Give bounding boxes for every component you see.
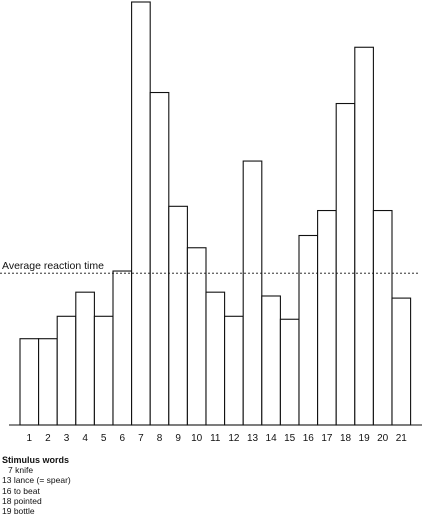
bar-2	[38, 338, 58, 426]
x-tick-label: 13	[247, 433, 259, 444]
x-tick-label: 3	[64, 433, 70, 444]
legend-item: 18 pointed	[2, 495, 42, 506]
bar-4	[75, 291, 95, 426]
x-tick-label: 6	[120, 433, 126, 444]
bar-5	[93, 315, 114, 426]
x-tick-label: 14	[266, 433, 278, 444]
x-tick-label: 18	[340, 433, 352, 444]
legend-item: 19 bottle	[2, 506, 35, 517]
bar-10	[186, 247, 207, 426]
x-tick-label: 2	[45, 433, 51, 444]
bar-13	[242, 160, 263, 426]
bar-14	[261, 295, 281, 426]
x-tick-label: 1	[27, 433, 33, 444]
x-tick-label: 15	[284, 433, 296, 444]
bar-18	[335, 102, 356, 426]
x-tick-label: 21	[396, 433, 408, 444]
bar-6	[112, 270, 133, 426]
bar-20	[372, 209, 393, 426]
legend-item: 13 lance (= spear)	[2, 475, 71, 486]
x-tick-label: 7	[138, 433, 144, 444]
bar-15	[279, 318, 300, 426]
bar-11	[205, 291, 226, 426]
legend-title: Stimulus words	[2, 455, 70, 465]
x-tick-label: 10	[191, 433, 203, 444]
bar-19	[354, 46, 374, 426]
x-tick-label: 19	[359, 433, 371, 444]
reaction-time-bar-chart: Average reaction time 1 2 3 4 5 6 7 8 9 10 11 12 13 1…	[0, 1, 422, 444]
bar-1	[19, 338, 40, 426]
x-tick-label: 8	[157, 433, 163, 444]
x-tick-label: 9	[175, 433, 181, 444]
average-reaction-time-label: Average reaction time	[2, 260, 104, 272]
bar-12	[224, 315, 244, 426]
bar-9	[168, 205, 188, 426]
legend-item: 16 to beat	[2, 485, 40, 496]
stimulus-words-legend: Stimulus words 7 knife 13 lance (= spear…	[2, 455, 71, 516]
bar-7	[131, 1, 151, 426]
x-tick-label: 20	[377, 433, 389, 444]
legend-item: 7 knife	[8, 465, 34, 476]
bar-21	[391, 297, 412, 426]
bar-17	[317, 209, 337, 426]
x-tick-label: 12	[228, 433, 240, 444]
x-tick-labels: 1 2 3 4 5 6 7 8 9 10 11 12 13 14 15 16 17 18 19 20 21	[27, 433, 408, 444]
bar-3	[56, 315, 77, 426]
x-tick-label: 17	[321, 433, 333, 444]
x-tick-label: 16	[303, 433, 315, 444]
bar-16	[298, 234, 319, 426]
x-tick-label: 11	[210, 433, 221, 444]
x-tick-label: 4	[82, 433, 88, 444]
bars-group	[19, 1, 412, 426]
x-tick-label: 5	[101, 433, 107, 444]
bar-8	[149, 91, 170, 426]
